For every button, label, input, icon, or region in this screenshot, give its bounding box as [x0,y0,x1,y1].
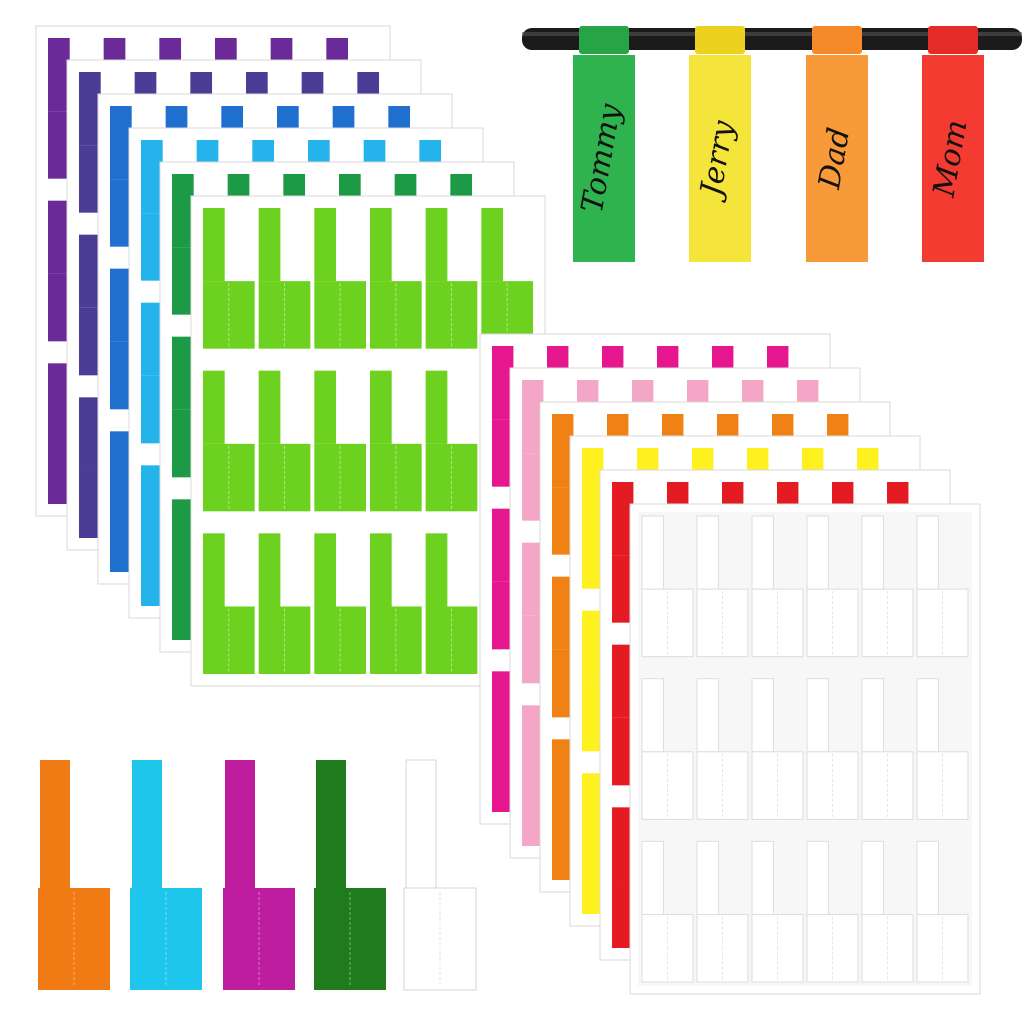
loose-flag-label-2 [130,760,202,990]
cable-with-hanging-tags: Tommy Jerry Dad Mom [522,26,1022,262]
right-label-sheet-stack [479,333,981,995]
hanging-tag-jerry: Jerry [689,26,751,262]
loose-flag-label-3 [223,760,295,990]
loose-flag-label-1 [38,760,110,990]
loose-flag-label-4 [314,760,386,990]
loose-flag-labels [38,759,477,991]
hanging-tag-dad: Dad [806,26,868,262]
loose-flag-label-5 [403,759,477,991]
hanging-tag-mom: Mom [922,26,984,262]
hanging-tag-tommy: Tommy [573,26,635,262]
cable-highlight [522,32,1022,36]
left-label-sheet-stack [35,25,546,687]
label-sheet-right-6 [629,503,981,995]
